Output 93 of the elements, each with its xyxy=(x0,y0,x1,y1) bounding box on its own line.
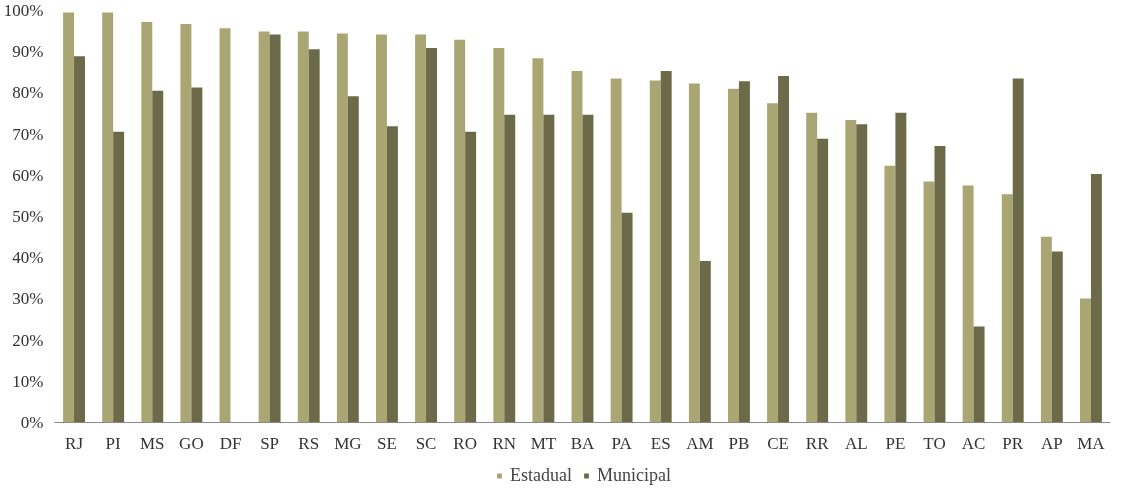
bar xyxy=(582,114,594,423)
bar xyxy=(1079,298,1091,423)
bar xyxy=(543,114,555,423)
bar xyxy=(465,131,477,423)
bar xyxy=(180,24,192,423)
bar xyxy=(1012,78,1024,423)
bar xyxy=(767,103,779,423)
y-tick-label: 20% xyxy=(12,330,44,350)
x-tick-label: DF xyxy=(219,433,242,453)
x-tick-label: PB xyxy=(728,433,750,453)
legend-label: Municipal xyxy=(596,464,671,486)
x-tick-label: RJ xyxy=(65,433,84,453)
bar xyxy=(102,12,114,423)
bar xyxy=(297,31,309,423)
x-tick-label: MA xyxy=(1077,433,1106,453)
legend-label: Estadual xyxy=(510,464,572,486)
x-tick-label: TO xyxy=(923,433,946,453)
bar xyxy=(610,78,622,423)
bar xyxy=(375,34,387,423)
bar xyxy=(532,58,544,423)
bar xyxy=(347,96,359,423)
y-tick-label: 30% xyxy=(12,289,44,309)
bar xyxy=(1090,174,1102,423)
x-tick-label: MS xyxy=(139,433,165,453)
bar xyxy=(845,120,857,423)
bar xyxy=(191,87,203,423)
x-tick-label: RS xyxy=(298,433,320,453)
x-tick-label: AM xyxy=(686,433,714,453)
x-tick-label: RN xyxy=(492,433,517,453)
bar xyxy=(660,71,672,423)
bar xyxy=(74,56,86,423)
bar xyxy=(493,47,505,423)
x-tick-label: SE xyxy=(377,433,397,453)
bar xyxy=(856,124,868,423)
x-tick-label: AP xyxy=(1040,433,1063,453)
bar xyxy=(308,49,320,423)
bar xyxy=(621,212,633,423)
x-tick-label: RO xyxy=(453,433,477,453)
x-tick-label: AC xyxy=(961,433,986,453)
y-tick-label: 100% xyxy=(3,1,44,20)
x-tick-label: MG xyxy=(334,433,362,453)
y-tick-label: 40% xyxy=(12,248,44,268)
x-tick-label: SP xyxy=(260,433,280,453)
bar xyxy=(923,181,935,423)
x-tick-label: MT xyxy=(530,433,557,453)
bar xyxy=(962,185,974,423)
bar xyxy=(415,34,427,423)
x-tick-label: PE xyxy=(885,433,906,453)
bar xyxy=(778,76,790,423)
x-tick-label: GO xyxy=(179,433,204,453)
bar xyxy=(504,114,516,423)
bar xyxy=(688,83,700,423)
bar xyxy=(738,81,750,423)
bar xyxy=(934,146,946,423)
bar xyxy=(269,34,281,423)
bar xyxy=(1040,236,1052,423)
bar xyxy=(386,126,398,423)
y-tick-label: 50% xyxy=(12,207,44,226)
bar xyxy=(806,112,818,423)
x-tick-label: PI xyxy=(105,433,122,453)
bar xyxy=(727,88,739,423)
bar xyxy=(454,39,466,423)
y-tick-label: 70% xyxy=(12,124,44,144)
bar xyxy=(152,90,164,423)
bar xyxy=(141,22,153,423)
bar xyxy=(258,31,270,423)
bar xyxy=(336,33,348,423)
y-tick-label: 0% xyxy=(20,413,44,432)
bar xyxy=(895,112,907,423)
x-tick-label: CE xyxy=(767,433,789,453)
bar xyxy=(63,12,75,423)
bar xyxy=(699,261,711,423)
bar xyxy=(1051,251,1063,423)
x-tick-label: SC xyxy=(415,433,437,453)
bar xyxy=(817,138,829,423)
x-tick-label: BA xyxy=(570,433,596,453)
y-tick-label: 10% xyxy=(12,371,44,391)
bar xyxy=(219,28,231,423)
x-tick-label: RR xyxy=(805,433,830,453)
bar xyxy=(973,326,985,423)
bar xyxy=(571,71,583,423)
x-tick-label: AL xyxy=(844,433,868,453)
bar xyxy=(884,165,896,423)
y-tick-label: 90% xyxy=(12,42,44,62)
x-tick-label: PA xyxy=(611,433,633,453)
bar xyxy=(649,80,661,423)
bar xyxy=(113,131,125,423)
x-tick-label: ES xyxy=(650,433,671,453)
y-tick-label: 60% xyxy=(12,165,44,185)
x-tick-label: PR xyxy=(1002,433,1024,453)
bar xyxy=(426,47,438,423)
bar xyxy=(1001,194,1013,423)
y-tick-label: 80% xyxy=(12,83,44,103)
